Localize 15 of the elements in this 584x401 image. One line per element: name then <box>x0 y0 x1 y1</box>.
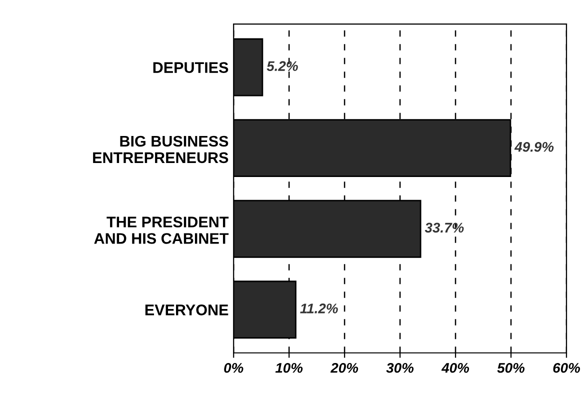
y-tick-label: BIG BUSINESS ENTREPRENEURS <box>93 136 228 164</box>
data-label: 11.2% <box>300 304 338 314</box>
x-tick-label: 20% <box>330 362 358 373</box>
x-tick-label: 60% <box>553 362 580 373</box>
x-tick-label: 40% <box>441 362 470 373</box>
data-label: 5.2% <box>266 61 298 72</box>
y-tick-label: DEPUTIES <box>153 62 228 73</box>
x-tick-label: 10% <box>275 362 303 373</box>
x-tick-label: 30% <box>386 362 414 373</box>
x-tick-label: 50% <box>497 362 525 373</box>
data-label: 33.7% <box>424 222 464 233</box>
x-tick-label: 0% <box>224 362 244 373</box>
y-tick-label: EVERYONE <box>145 304 228 316</box>
data-label: 49.9% <box>514 142 554 152</box>
y-tick-label: THE PRESIDENT AND HIS CABINET <box>94 216 229 244</box>
